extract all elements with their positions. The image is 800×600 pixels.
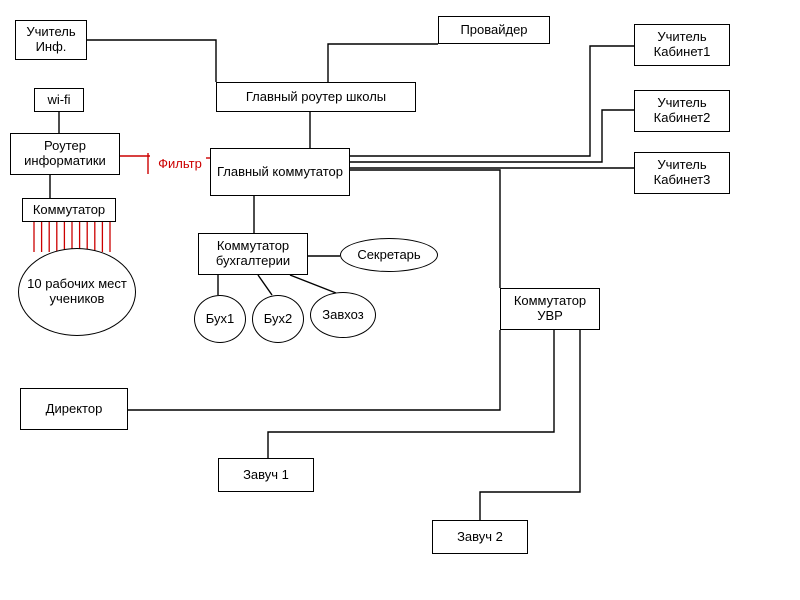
edge — [268, 330, 554, 458]
edge — [480, 330, 580, 520]
node-zavhoz: Завхоз — [310, 292, 376, 338]
node-main_router: Главный роутер школы — [216, 82, 416, 112]
node-provider: Провайдер — [438, 16, 550, 44]
node-switch_inf: Коммутатор — [22, 198, 116, 222]
node-teacher_cab1: Учитель Кабинет1 — [634, 24, 730, 66]
node-switch_acc: Коммутатор бухгалтерии — [198, 233, 308, 275]
node-teacher_inf: Учитель Инф. — [15, 20, 87, 60]
edge — [128, 330, 500, 410]
node-switch_uvr: Коммутатор УВР — [500, 288, 600, 330]
node-buh1: Бух1 — [194, 295, 246, 343]
node-main_switch: Главный коммутатор — [210, 148, 350, 196]
node-secretary: Секретарь — [340, 238, 438, 272]
node-zavuch2: Завуч 2 — [432, 520, 528, 554]
edge — [258, 275, 272, 295]
node-buh2: Бух2 — [252, 295, 304, 343]
edge — [87, 40, 216, 82]
edge — [290, 275, 336, 293]
node-teacher_cab2: Учитель Кабинет2 — [634, 90, 730, 132]
edge — [350, 110, 634, 162]
node-teacher_cab3: Учитель Кабинет3 — [634, 152, 730, 194]
node-wifi: wi-fi — [34, 88, 84, 112]
node-filter_lbl: Фильтр — [152, 155, 208, 173]
node-director: Директор — [20, 388, 128, 430]
node-students: 10 рабочих мест учеников — [18, 248, 136, 336]
node-router_inf: Роутер информатики — [10, 133, 120, 175]
edge — [328, 44, 438, 82]
node-zavuch1: Завуч 1 — [218, 458, 314, 492]
